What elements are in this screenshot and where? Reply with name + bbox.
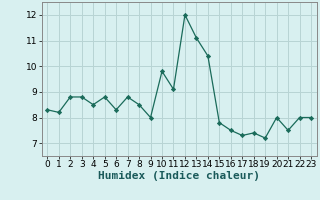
X-axis label: Humidex (Indice chaleur): Humidex (Indice chaleur)	[98, 171, 260, 181]
